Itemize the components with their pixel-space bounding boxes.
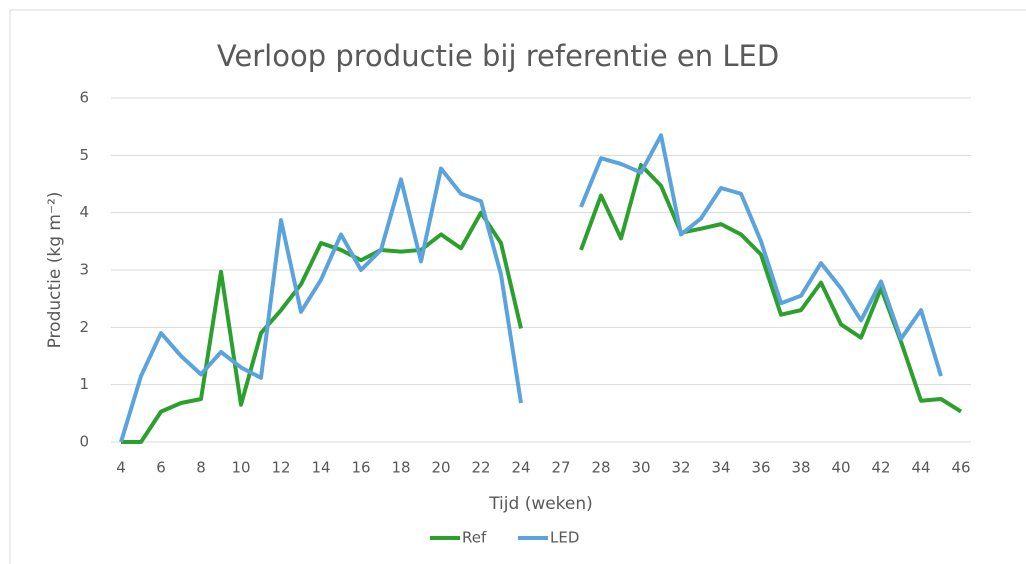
x-tick-label: 14 xyxy=(311,459,330,477)
x-tick-label: 36 xyxy=(751,459,770,477)
legend-label: LED xyxy=(550,529,579,547)
x-tick-label: 34 xyxy=(711,459,730,477)
x-tick-label: 12 xyxy=(271,459,290,477)
x-tick-label: 20 xyxy=(431,459,450,477)
y-tick-label: 3 xyxy=(79,261,89,279)
x-tick-label: 32 xyxy=(671,459,690,477)
x-tick-label: 6 xyxy=(156,459,166,477)
x-tick-label: 18 xyxy=(391,459,410,477)
x-tick-label: 10 xyxy=(231,459,250,477)
x-tick-label: 22 xyxy=(471,459,490,477)
y-tick-label: 4 xyxy=(79,203,89,221)
y-tick-label: 2 xyxy=(79,318,89,336)
y-axis-title: Productie (kg m⁻²) xyxy=(45,192,65,349)
x-tick-label: 24 xyxy=(511,459,530,477)
x-tick-label: 8 xyxy=(196,459,206,477)
line-series xyxy=(119,133,943,443)
x-tick-label: 30 xyxy=(631,459,650,477)
x-axis-title: Tijd (weken) xyxy=(488,494,593,514)
legend-label: Ref xyxy=(462,529,487,547)
x-tick-label: 42 xyxy=(871,459,890,477)
y-tick-label: 1 xyxy=(79,375,89,393)
x-tick-label: 46 xyxy=(951,459,970,477)
chart-title: Verloop productie bij referentie en LED xyxy=(217,39,779,73)
y-tick-label: 5 xyxy=(79,146,89,164)
x-tick-label: 4 xyxy=(116,459,126,477)
x-tick-label: 44 xyxy=(911,459,930,477)
x-tick-label: 38 xyxy=(791,459,810,477)
y-tick-label: 6 xyxy=(79,89,89,107)
x-tick-label: 27 xyxy=(551,459,570,477)
x-tick-label: 40 xyxy=(831,459,850,477)
x-tick-label: 16 xyxy=(351,459,370,477)
x-tick-label: 28 xyxy=(591,459,610,477)
chart-border xyxy=(9,9,1026,564)
y-tick-label: 0 xyxy=(79,433,89,451)
